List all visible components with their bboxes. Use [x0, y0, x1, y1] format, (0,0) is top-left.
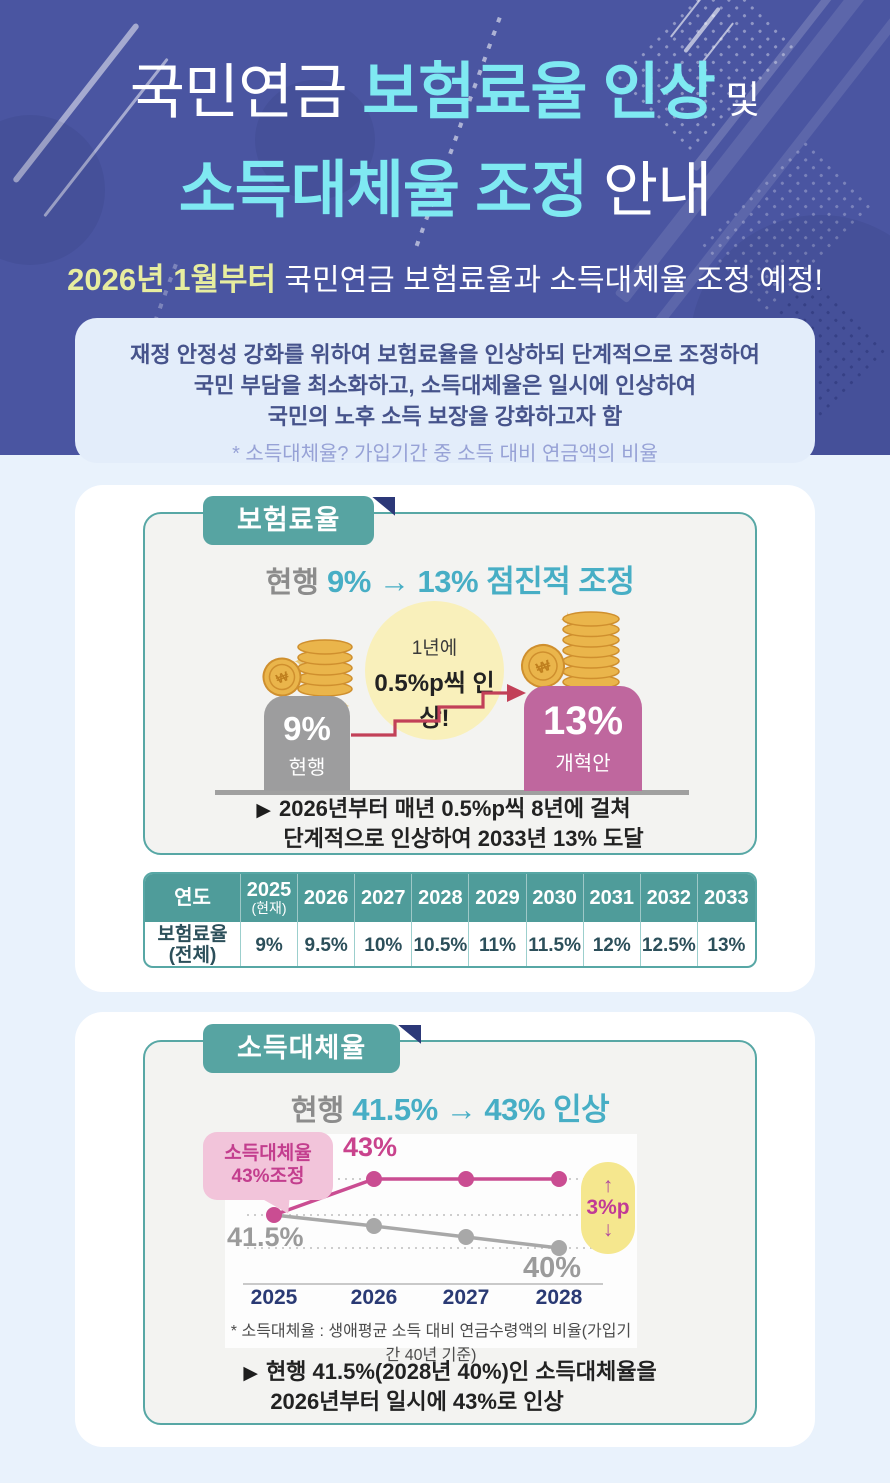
x-axis-label: 2028 — [535, 1286, 583, 1309]
header-cell-year: 연도 — [145, 874, 241, 922]
difference-badge: ↑ 3%p ↓ — [581, 1162, 635, 1254]
callout-line1: 소득대체율 — [224, 1143, 312, 1164]
coin-stack-icon: ₩ — [521, 611, 620, 690]
subtitle-text: 국민연금 보험료율과 소득대체율 조정 예정! — [276, 264, 823, 297]
end-value-label: 40% — [523, 1252, 582, 1284]
row-label-cell: 보험료율 (전체) — [145, 922, 241, 966]
title-highlight-premium: 보험료율 인상 — [362, 58, 715, 127]
jar-current-rate: 9% 현행 — [264, 696, 350, 791]
reform-rate-value: 13% — [542, 699, 624, 743]
badge-fold-decoration — [372, 497, 396, 516]
replacement-rate-section: 소득대체율 현행 41.5% → 43% 인상 소득대체율 43%조정 — [75, 1012, 815, 1447]
premium-rate-card: 보험료율 현행 9% → 13% 점진적 조정 1년에 0.5%p씩 인상! — [143, 496, 757, 855]
subtitle-date-highlight: 2026년 1월부터 — [67, 262, 277, 297]
page-title: 국민연금 보험료율 인상 및 소득대체율 조정 안내 — [0, 52, 890, 248]
value-cell: 10% — [355, 922, 413, 966]
arrow-up-icon: ↑ — [602, 1174, 614, 1197]
value-cell: 11.5% — [527, 922, 584, 966]
bullet-marker-icon: ▶ — [243, 1363, 258, 1384]
replacement-rate-card: 소득대체율 현행 41.5% → 43% 인상 소득대체율 43%조정 — [143, 1024, 757, 1425]
header-cell: 2026 — [298, 874, 356, 922]
header-cell: 2028 — [412, 874, 470, 922]
bullet-marker-icon: ▶ — [256, 800, 271, 821]
intro-line: 국민의 노후 소득 보장을 강화하고자 함 — [267, 404, 623, 429]
circle-decoration — [255, 80, 375, 200]
table-data-row: 보험료율 (전체) 9% 9.5% 10% 10.5% 11% 11.5% 12… — [145, 922, 755, 966]
bubble-line2: 0.5%p씩 인상! — [374, 670, 495, 732]
value-cell: 9% — [241, 922, 299, 966]
callout-line2: 43%조정 — [231, 1166, 305, 1187]
intro-footnote: * 소득대체율? 가입기간 중 소득 대비 연금액의 비율 — [232, 443, 658, 465]
header-cell: 2033 — [704, 886, 749, 909]
coin-symbol: ₩ — [274, 668, 291, 687]
header-cell: 2031 — [584, 874, 641, 922]
header-2025-year: 2025 — [246, 879, 292, 902]
chart-footnote: * 소득대체율 : 생애평균 소득 대비 연금수령액의 비율(가입기간 40년 … — [230, 1323, 632, 1364]
header-cell: 2030 — [527, 874, 584, 922]
title-highlight-replacement: 소득대체율 조정 — [178, 156, 589, 225]
value-cell: 12.5% — [641, 922, 698, 966]
premium-rate-section: 보험료율 현행 9% → 13% 점진적 조정 1년에 0.5%p씩 인상! — [75, 485, 815, 992]
x-axis-label: 2026 — [350, 1286, 398, 1309]
step-increase-arrow — [351, 684, 526, 737]
value-cell: 10.5% — [412, 922, 470, 966]
chart-callout-bubble: 소득대체율 43%조정 — [203, 1132, 333, 1200]
value-cell: 11% — [469, 922, 527, 966]
peak-value-label: 43% — [343, 1132, 398, 1162]
badge-label: 소득대체율 — [237, 1033, 367, 1063]
badge-label: 보험료율 — [237, 505, 341, 535]
annual-increase-bubble: 1년에 0.5%p씩 인상! — [365, 601, 504, 740]
start-value-label: 41.5% — [227, 1222, 304, 1252]
intro-line: 재정 안정성 강화를 위하여 보험료율을 인상하되 단계적으로 조정하여 — [130, 342, 760, 367]
note-line1: 현행 41.5%(2028년 40%)인 소득대체율을 — [265, 1359, 657, 1384]
intro-line: 국민 부담을 최소화하고, 소득대체율은 일시에 인상하여 — [193, 373, 697, 398]
ground-line — [215, 790, 689, 795]
heading-main: 9% → 13% 점진적 조정 — [327, 564, 635, 599]
reform-rate-label: 개혁안 — [555, 753, 611, 775]
value-cell: 13% — [707, 935, 746, 957]
coin-stack-icon: ₩ — [262, 639, 353, 697]
subtitle: 2026년 1월부터 국민연금 보험료율과 소득대체율 조정 예정! — [0, 254, 890, 299]
heading-prefix: 현행 — [265, 567, 327, 599]
premium-rate-badge: 보험료율 — [203, 496, 396, 545]
premium-rate-heading: 현행 9% → 13% 점진적 조정 — [145, 556, 755, 601]
header-cell: 2029 — [469, 874, 527, 922]
intro-summary-box: 재정 안정성 강화를 위하여 보험료율을 인상하되 단계적으로 조정하여 국민 … — [75, 318, 815, 465]
jar-reform-rate: 13% 개혁안 — [524, 686, 642, 791]
premium-rate-note: ▶ 2026년부터 매년 0.5%p씩 8년에 걸쳐 단계적으로 인상하여 203… — [145, 795, 755, 853]
row-label-line1: 보험료율 — [157, 924, 228, 946]
title-suffix: 안내 — [587, 157, 712, 224]
row-label-line2: (전체) — [168, 945, 217, 966]
premium-rate-table: 연도 2025 (현재) 2026 2027 2028 2029 2030 20… — [143, 872, 757, 968]
header-cell: 2032 — [641, 874, 698, 922]
note-line1: 2026년부터 매년 0.5%p씩 8년에 걸쳐 — [278, 796, 631, 821]
header-cell: 2027 — [355, 874, 413, 922]
note-line2: 2026년부터 일시에 43%로 인상 — [270, 1389, 564, 1414]
arrow-down-icon: ↓ — [602, 1218, 614, 1241]
title-prefix: 국민연금 — [129, 59, 363, 126]
coin-symbol: ₩ — [534, 657, 554, 678]
current-rate-value: 9% — [283, 710, 331, 747]
header-2025-note: (현재) — [251, 900, 287, 917]
bubble-line1: 1년에 — [411, 638, 458, 659]
value-cell: 9.5% — [298, 922, 356, 966]
replacement-rate-badge: 소득대체율 — [203, 1024, 422, 1073]
x-axis-label: 2027 — [442, 1286, 490, 1309]
difference-value: 3%p — [586, 1196, 630, 1219]
heading-prefix: 현행 — [290, 1095, 353, 1127]
title-conjunction: 및 — [714, 80, 761, 122]
value-cell: 12% — [584, 922, 641, 966]
current-rate-label: 현행 — [288, 757, 326, 779]
replacement-rate-note: ▶ 현행 41.5%(2028년 40%)인 소득대체율을 2026년부터 일시에… — [145, 1358, 755, 1416]
replacement-rate-heading: 현행 41.5% → 43% 인상 — [145, 1084, 755, 1129]
header-cell-2025: 2025 (현재) — [241, 874, 299, 922]
badge-fold-decoration — [398, 1025, 422, 1044]
x-axis-label: 2025 — [250, 1286, 298, 1309]
heading-main: 41.5% → 43% 인상 — [352, 1092, 610, 1127]
note-line2: 단계적으로 인상하여 2033년 13% 도달 — [283, 826, 644, 851]
table-header-row: 연도 2025 (현재) 2026 2027 2028 2029 2030 20… — [145, 874, 755, 922]
